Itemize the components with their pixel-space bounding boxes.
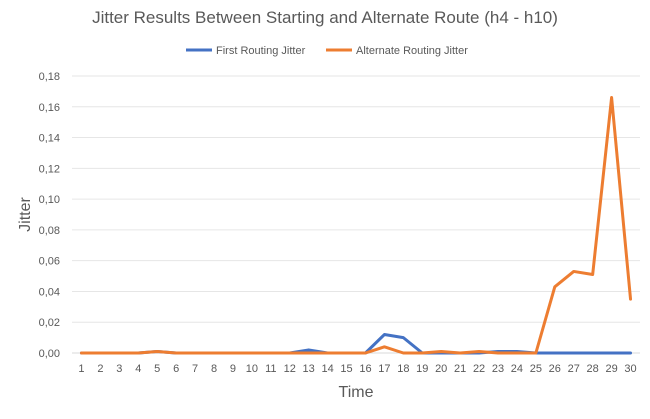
x-tick-label: 18 [397, 363, 409, 375]
x-tick-label: 28 [587, 363, 599, 375]
x-tick-label: 20 [435, 363, 447, 375]
x-tick-label: 26 [549, 363, 561, 375]
x-tick-label: 21 [454, 363, 466, 375]
y-tick-label: 0,02 [39, 317, 60, 329]
legend-label: Alternate Routing Jitter [356, 45, 468, 57]
x-tick-label: 24 [511, 363, 523, 375]
y-tick-label: 0,04 [39, 286, 60, 298]
y-tick-label: 0,18 [39, 71, 60, 83]
x-axis-ticks: 1 2 3 4 5 6 7 8 9 10 11 12 13 14 15 16 17 18 19 20 21 22 23 24 2… [78, 363, 636, 375]
y-tick-label: 0,10 [39, 194, 60, 206]
series-lines [79, 96, 633, 355]
series-line-2 [79, 96, 633, 355]
gridlines [72, 75, 640, 354]
x-tick-label: 6 [173, 363, 179, 375]
y-axis-label: Jitter [17, 196, 34, 231]
x-axis-label: Time [339, 384, 374, 401]
legend: First Routing Jitter Alternate Routing Ji… [186, 45, 468, 57]
x-tick-label: 16 [359, 363, 371, 375]
x-tick-label: 11 [265, 363, 276, 375]
x-tick-label: 9 [230, 363, 236, 375]
x-tick-label: 13 [303, 363, 315, 375]
x-tick-label: 7 [192, 363, 198, 375]
y-axis-ticks: 0,00 0,02 0,04 0,06 0,08 0,10 0,12 0,14 0,16 0,18 [39, 71, 60, 360]
y-tick-label: 0,06 [39, 256, 60, 268]
x-tick-label: 19 [416, 363, 428, 375]
y-tick-label: 0,08 [39, 225, 60, 237]
x-tick-label: 15 [340, 363, 352, 375]
x-tick-label: 22 [473, 363, 485, 375]
y-tick-label: 0,00 [39, 348, 60, 360]
x-tick-label: 3 [116, 363, 122, 375]
legend-label: First Routing Jitter [216, 45, 306, 57]
y-tick-label: 0,14 [39, 133, 60, 145]
x-tick-label: 30 [624, 363, 636, 375]
x-tick-label: 14 [321, 363, 333, 375]
x-tick-label: 10 [246, 363, 258, 375]
x-tick-label: 17 [378, 363, 390, 375]
y-tick-label: 0,12 [39, 163, 60, 175]
x-tick-label: 2 [97, 363, 103, 375]
x-tick-label: 23 [492, 363, 504, 375]
x-tick-label: 1 [78, 363, 84, 375]
y-tick-label: 0,16 [39, 102, 60, 114]
series-line-1 [79, 333, 633, 355]
x-tick-label: 12 [284, 363, 296, 375]
x-tick-label: 5 [154, 363, 160, 375]
x-tick-label: 27 [568, 363, 580, 375]
x-tick-label: 25 [530, 363, 542, 375]
chart-title: Jitter Results Between Starting and Alte… [92, 8, 558, 27]
x-tick-label: 4 [135, 363, 141, 375]
x-tick-label: 29 [605, 363, 617, 375]
x-tick-label: 8 [211, 363, 217, 375]
